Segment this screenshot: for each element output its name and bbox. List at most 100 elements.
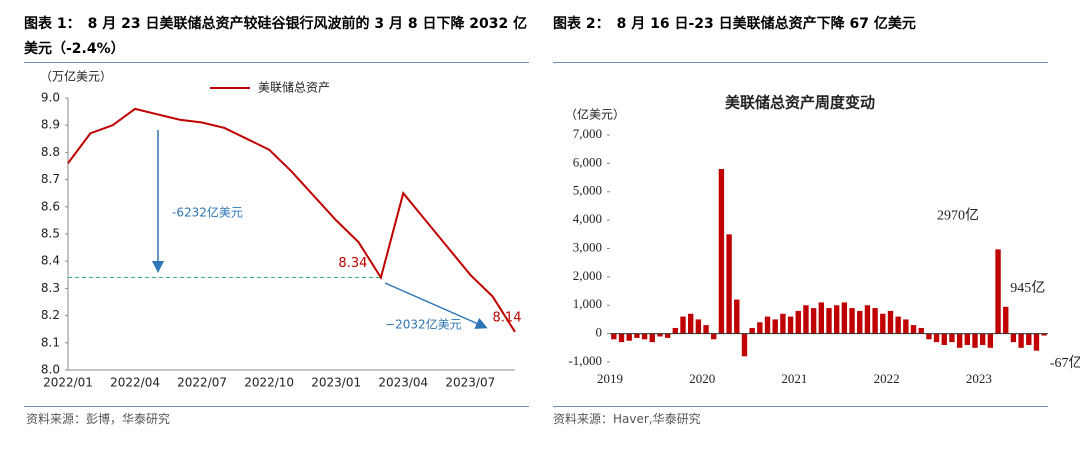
legend-label: 美联储总资产 (258, 80, 330, 95)
bar (987, 333, 994, 348)
x-tick-label: 2021 (781, 371, 807, 386)
x-tick-label: 2023/07 (445, 376, 495, 390)
bar (1026, 333, 1032, 345)
y-tick-label: -1,000 (568, 353, 602, 368)
bar (618, 333, 625, 343)
y-tick-label: 5,000 (573, 183, 602, 198)
y-tick-label: 1,000 (573, 296, 602, 311)
rule (553, 406, 1048, 407)
bar (887, 310, 894, 334)
bar (872, 308, 878, 334)
y-tick-label: 6,000 (573, 154, 602, 169)
rule (24, 62, 529, 63)
bar (787, 316, 794, 334)
bar (703, 325, 709, 334)
y-tick-label: 2,000 (573, 268, 602, 283)
data-label: 945亿 (1010, 280, 1045, 296)
bar (641, 333, 648, 340)
y-tick-label: 8.2 (41, 308, 60, 322)
y-tick-label: 8.3 (41, 281, 60, 295)
y-tick-label: 8.5 (41, 227, 60, 241)
bar (926, 333, 932, 340)
bar (972, 333, 978, 348)
bar (903, 319, 909, 334)
bar (864, 305, 871, 334)
bar (818, 302, 825, 334)
data-label: 8.34 (338, 256, 367, 271)
bar (649, 333, 655, 343)
bar (780, 313, 786, 334)
rule (24, 406, 529, 407)
bar (664, 333, 671, 338)
bar (1041, 333, 1047, 336)
bar (833, 305, 840, 334)
bar (956, 333, 963, 348)
x-tick-label: 2022 (874, 371, 900, 386)
y-axis-label: （万亿美元） (40, 69, 112, 84)
x-tick-label: 2019 (597, 371, 623, 386)
bar (895, 316, 901, 334)
x-tick-label: 2022/10 (244, 376, 294, 390)
line (67, 107, 516, 333)
bar (933, 333, 940, 343)
x-tick-label: 2022/01 (43, 376, 93, 390)
bar (657, 333, 663, 337)
data-label: 2970亿 (937, 208, 979, 224)
chart-title: 图表 2： 8 月 16 日-23 日美联储总资产下降 67 亿美元 (553, 16, 916, 32)
y-tick-label: 7,000 (573, 126, 602, 141)
bar (826, 308, 832, 334)
data-label: -67亿 (1050, 355, 1080, 371)
bar (1003, 306, 1009, 334)
y-tick-label: 8.1 (41, 335, 60, 349)
chart: （万亿美元） -6232亿美元 −2032亿美元 8.0 8.1 8.2 8.3 8.4… (40, 69, 521, 390)
bar (941, 333, 947, 345)
x-tick-label: 2023/01 (311, 376, 361, 390)
bar (718, 169, 725, 334)
bar (772, 319, 778, 334)
bar (1010, 333, 1017, 343)
bar (695, 319, 702, 334)
bar (995, 249, 1001, 334)
bar (711, 333, 717, 340)
bar (626, 333, 632, 341)
x-tick-label: 2023/04 (378, 376, 428, 390)
bar (741, 333, 748, 357)
bar (1018, 333, 1024, 348)
bar (764, 316, 771, 334)
y-tick-label: 8.0 (41, 363, 60, 377)
bar (672, 327, 679, 334)
bar (910, 325, 917, 334)
y-tick-label: 9.0 (41, 91, 60, 105)
chart-subtitle: 美联储总资产周度变动 (725, 94, 875, 112)
annotation: −2032亿美元 (385, 317, 462, 332)
x-tick-label: 2022/04 (110, 376, 160, 390)
chart-title: 图表 1： 8 月 23 日美联储总资产较硅谷银行风波前的 3 月 8 日下降 … (24, 16, 528, 57)
x-tick-label: 2022/07 (177, 376, 227, 390)
annotation: -6232亿美元 (172, 205, 243, 220)
bar (918, 327, 924, 334)
bar (964, 333, 971, 345)
bar (949, 333, 955, 343)
source: 资料来源：Haver,华泰研究 (553, 412, 701, 426)
x-tick-label: 2020 (689, 371, 715, 386)
y-tick-label: 8.4 (41, 254, 60, 268)
bar (687, 313, 694, 334)
y-tick-label: 8.6 (41, 199, 60, 213)
y-tick-label: 8.8 (41, 145, 60, 159)
bar (749, 327, 755, 334)
y-axis-label: （亿美元） (565, 107, 625, 122)
bar (857, 310, 863, 334)
bar (757, 322, 763, 334)
source: 资料来源：彭博，华泰研究 (26, 412, 171, 426)
bar (611, 333, 617, 340)
bar (803, 305, 809, 334)
bar (634, 333, 640, 338)
chart: 美联储总资产周度变动 （亿美元） -1,000 0 1,000 2,000 3,000 4… (565, 94, 1080, 386)
bar (810, 308, 817, 334)
y-tick-label: 3,000 (573, 239, 602, 254)
bar (734, 299, 740, 334)
bar (841, 302, 848, 334)
bar (726, 234, 732, 334)
y-tick-label: 0 (596, 325, 603, 340)
